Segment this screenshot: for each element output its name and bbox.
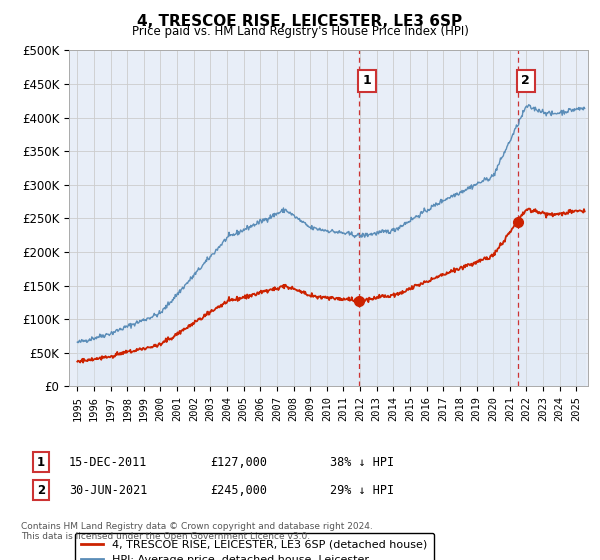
Text: 29% ↓ HPI: 29% ↓ HPI (330, 483, 394, 497)
Text: 30-JUN-2021: 30-JUN-2021 (69, 483, 148, 497)
Legend: 4, TRESCOE RISE, LEICESTER, LE3 6SP (detached house), HPI: Average price, detach: 4, TRESCOE RISE, LEICESTER, LE3 6SP (det… (74, 533, 434, 560)
Text: £127,000: £127,000 (210, 455, 267, 469)
Text: Contains HM Land Registry data © Crown copyright and database right 2024.
This d: Contains HM Land Registry data © Crown c… (21, 522, 373, 542)
Text: 2: 2 (37, 483, 45, 497)
Text: 4, TRESCOE RISE, LEICESTER, LE3 6SP: 4, TRESCOE RISE, LEICESTER, LE3 6SP (137, 14, 463, 29)
Text: 38% ↓ HPI: 38% ↓ HPI (330, 455, 394, 469)
Text: 15-DEC-2011: 15-DEC-2011 (69, 455, 148, 469)
Text: £245,000: £245,000 (210, 483, 267, 497)
Text: 2: 2 (521, 74, 530, 87)
Text: 1: 1 (363, 74, 371, 87)
Text: 1: 1 (37, 455, 45, 469)
Text: Price paid vs. HM Land Registry's House Price Index (HPI): Price paid vs. HM Land Registry's House … (131, 25, 469, 38)
